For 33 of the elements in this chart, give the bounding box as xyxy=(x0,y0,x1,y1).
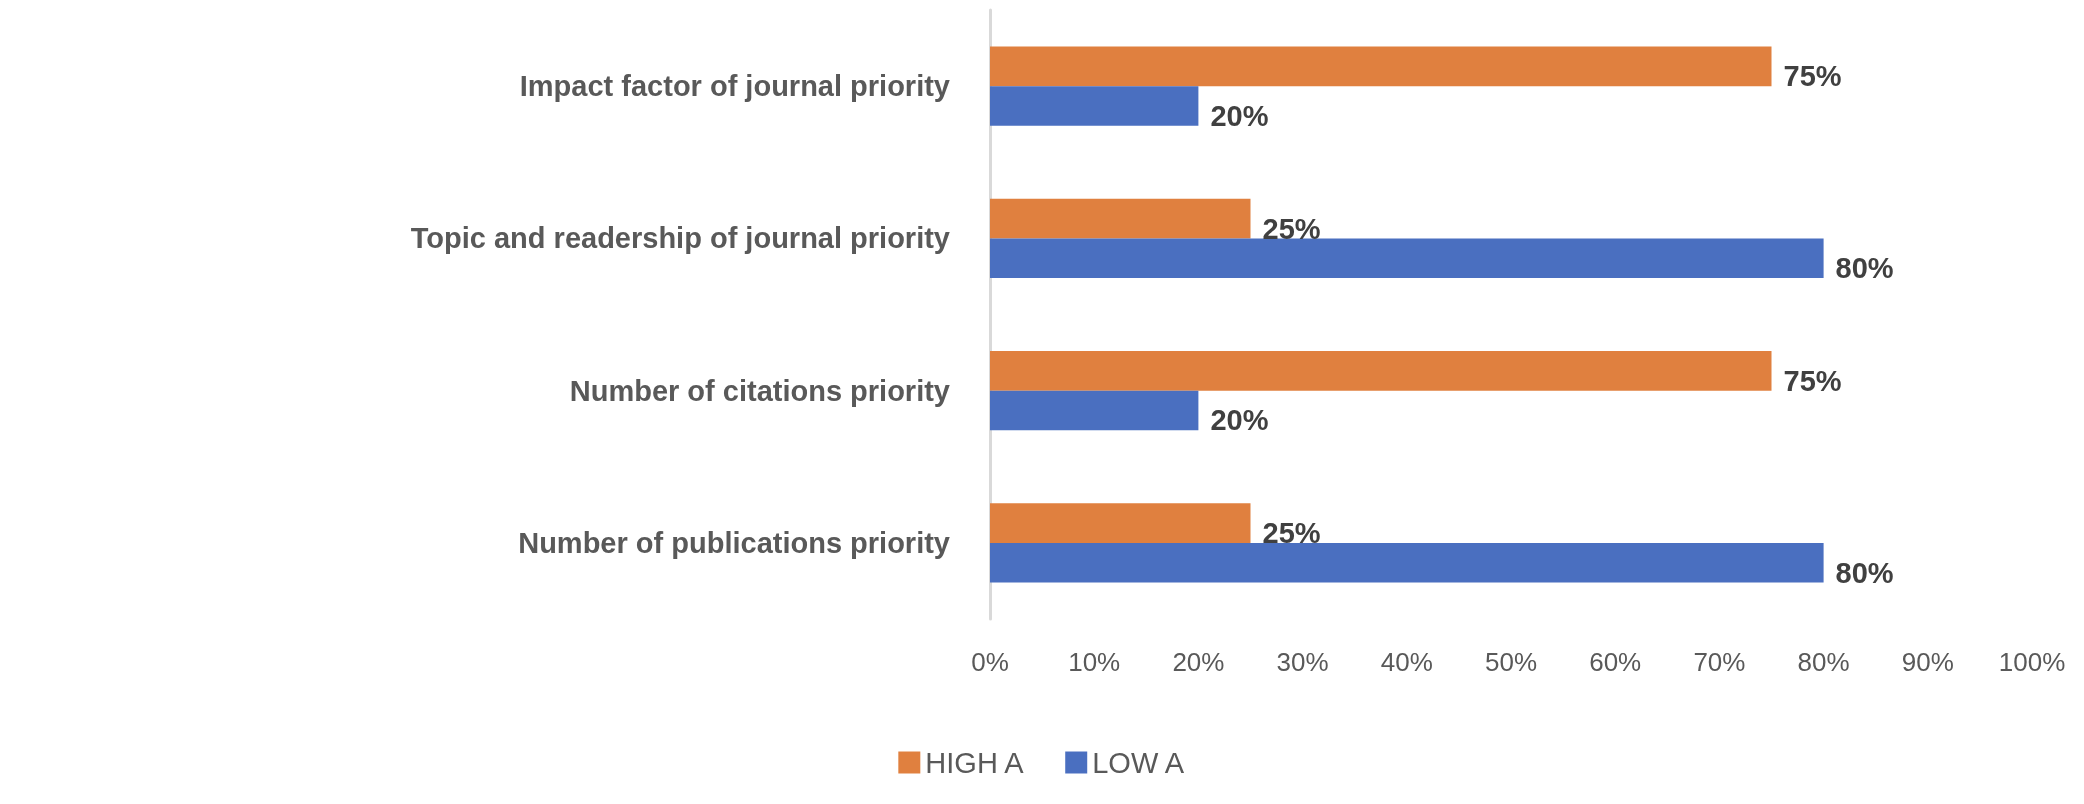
y-tick-label: Impact factor of journal priority xyxy=(519,70,950,103)
x-tick-label: 60% xyxy=(1589,647,1642,677)
x-tick-label: 90% xyxy=(1901,647,1954,677)
bar xyxy=(990,198,1251,239)
x-tick-label: 0% xyxy=(971,647,1009,677)
x-tick-label: 100% xyxy=(1998,647,2066,677)
x-tick-label: 20% xyxy=(1172,647,1225,677)
bar xyxy=(990,351,1772,391)
bar xyxy=(990,238,1824,278)
x-tick-label: 30% xyxy=(1276,647,1329,677)
x-tick-label: 10% xyxy=(1068,647,1121,677)
data-label: 25% xyxy=(1262,517,1321,550)
data-label: 75% xyxy=(1783,60,1842,93)
bar xyxy=(990,86,1199,126)
bar xyxy=(990,46,1772,87)
x-tick-label: 80% xyxy=(1797,647,1850,677)
data-label: 80% xyxy=(1835,556,1894,589)
data-label: 80% xyxy=(1835,252,1894,285)
x-tick-label: 50% xyxy=(1484,647,1538,677)
y-tick-label: Number of publications priority xyxy=(518,526,950,559)
bar xyxy=(990,542,1824,583)
y-tick-label: Number of citations priority xyxy=(569,374,950,407)
data-label: 25% xyxy=(1262,212,1321,245)
data-label: 20% xyxy=(1210,99,1269,132)
y-tick-label: Topic and readership of journal priority xyxy=(410,222,950,255)
x-tick-label: 40% xyxy=(1380,647,1433,677)
legend-label: LOW A xyxy=(1092,746,1185,779)
legend-label: HIGH A xyxy=(925,746,1025,779)
bar xyxy=(990,390,1199,431)
data-label: 20% xyxy=(1210,404,1269,437)
bar xyxy=(990,503,1251,543)
data-label: 75% xyxy=(1783,364,1842,397)
x-tick-label: 70% xyxy=(1693,647,1746,677)
